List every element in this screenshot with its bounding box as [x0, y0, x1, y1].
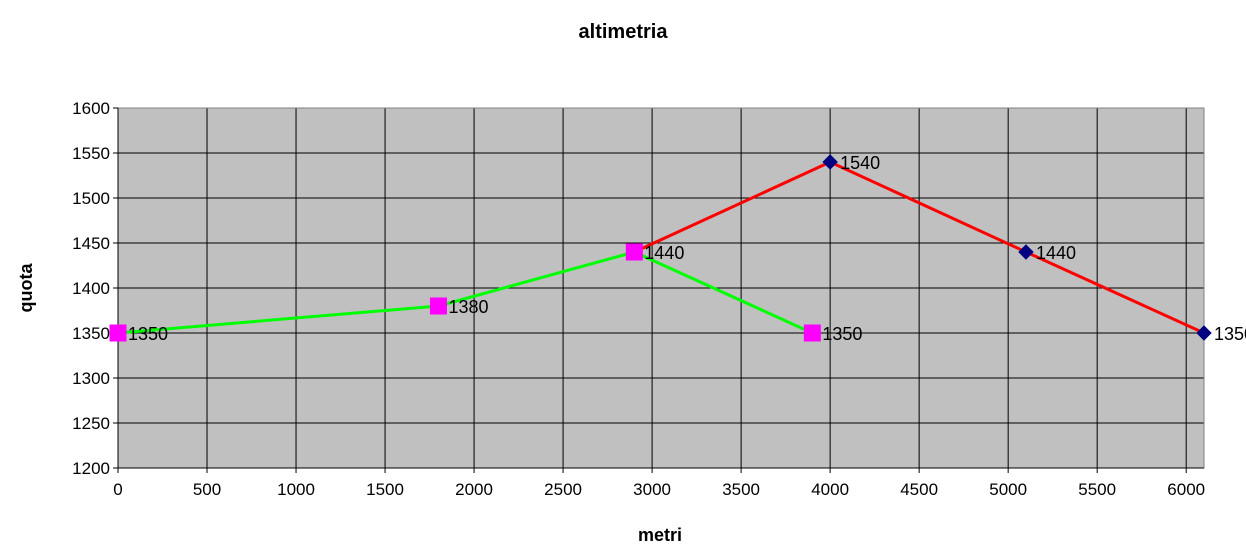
data-label: 1350 [822, 324, 862, 344]
data-point-marker [625, 243, 643, 261]
y-tick-label: 1550 [72, 144, 110, 163]
x-tick-label: 3500 [722, 480, 760, 499]
plot-area: 0 500 1000 1500 2000 2500 3000 3500 4000 4500 5000… [72, 99, 1246, 499]
data-point-marker [1018, 244, 1034, 260]
x-tick-label: 1000 [277, 480, 315, 499]
y-tick-label: 1400 [72, 279, 110, 298]
y-axis-title: quota [16, 263, 36, 313]
data-label: 1380 [448, 297, 488, 317]
chart-title: altimetria [579, 21, 669, 43]
x-tick-label: 500 [193, 480, 221, 499]
x-tick-label: 6000 [1167, 480, 1205, 499]
y-tick-label: 1450 [72, 234, 110, 253]
x-tick-label: 2000 [455, 480, 493, 499]
series-line [117, 250, 813, 335]
x-axis-title: metri [638, 525, 682, 545]
data-point-marker [429, 297, 447, 315]
data-label: 1350 [128, 324, 168, 344]
data-label: 1350 [1214, 324, 1246, 344]
y-tick-label: 1200 [72, 459, 110, 478]
x-tick-label: 2500 [544, 480, 582, 499]
data-label: 1440 [644, 243, 684, 263]
data-point-marker [1196, 325, 1212, 341]
data-label: 1440 [1036, 243, 1076, 263]
y-tick-label: 1250 [72, 414, 110, 433]
x-tick-label: 1500 [366, 480, 404, 499]
series-line [633, 160, 1205, 335]
x-tick-label: 5500 [1078, 480, 1116, 499]
x-tick-label: 5000 [989, 480, 1027, 499]
x-tick-label: 0 [113, 480, 122, 499]
y-tick-label: 1600 [72, 99, 110, 118]
data-point-marker [822, 154, 838, 170]
y-tick-label: 1300 [72, 369, 110, 388]
data-point-marker [803, 324, 821, 342]
data-point-marker [109, 324, 127, 342]
y-tick-label: 1500 [72, 189, 110, 208]
x-tick-label: 3000 [633, 480, 671, 499]
data-label: 1540 [840, 153, 880, 173]
y-tick-label: 1350 [72, 324, 110, 343]
x-tick-label: 4500 [900, 480, 938, 499]
x-tick-label: 4000 [811, 480, 849, 499]
